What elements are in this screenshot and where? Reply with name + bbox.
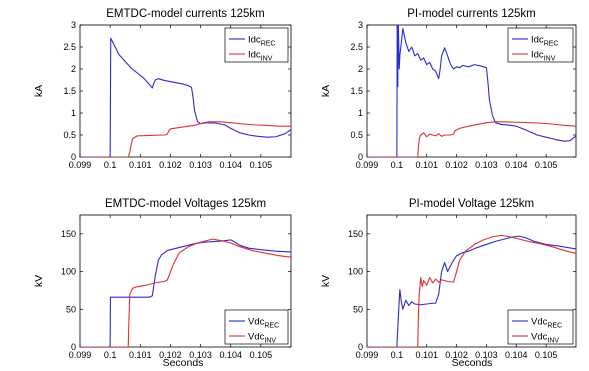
y-tick-label: 2: [71, 64, 76, 74]
series-line-vdc-inv: [367, 234, 576, 347]
legend-entry-subscript: INV: [261, 56, 273, 63]
y-tick-label: 0: [71, 152, 76, 162]
x-tick-label: 0.104: [505, 160, 528, 170]
y-tick-label: 2.5: [350, 42, 363, 52]
x-tick-label: 0.102: [159, 350, 182, 360]
series-line-idc-rec: [80, 37, 291, 157]
x-tick-label: 0.103: [189, 160, 212, 170]
y-tick-label: 3: [71, 20, 76, 30]
x-tick-label: 0.104: [505, 350, 528, 360]
x-tick-label: 0.105: [250, 350, 273, 360]
y-tick-label: 0: [358, 152, 363, 162]
x-tick-label: 0.099: [356, 160, 379, 170]
legend-entry-subscript: REC: [264, 323, 279, 330]
y-axis-label: kA: [320, 85, 332, 97]
y-axis-label: kV: [320, 275, 332, 287]
series-line-vdc-rec: [80, 239, 291, 347]
x-tick-label: 0.101: [129, 160, 152, 170]
legend-entry-subscript: REC: [261, 41, 276, 48]
y-tick-label: 150: [61, 229, 76, 239]
legend-box: [507, 27, 574, 63]
series-line-idc-inv: [80, 121, 291, 157]
legend-entry-subscript: INV: [544, 56, 556, 63]
y-tick-label: 3: [358, 20, 363, 30]
x-tick-label: 0.105: [535, 160, 558, 170]
legend-box: [224, 309, 289, 345]
shared-xlabel-left: Seconds: [163, 357, 204, 369]
chart-title: PI-model Voltage 125km: [409, 198, 534, 210]
x-tick-label: 0.102: [159, 160, 182, 170]
x-tick-label: 0.105: [535, 350, 558, 360]
x-tick-label: 0.104: [219, 160, 242, 170]
x-tick-label: 0.104: [219, 350, 242, 360]
x-tick-label: 0.103: [475, 350, 498, 360]
y-tick-label: 0.5: [350, 130, 363, 140]
legend-entry-subscript: REC: [547, 323, 562, 330]
chart-panel-1: 0.099 0.1 0.101 0.102 0.103 0.104 0.105 0 0.5 1 1.…: [33, 8, 292, 170]
y-tick-label: 150: [348, 229, 363, 239]
y-tick-label: 1.5: [350, 86, 363, 96]
x-tick-label: 0.103: [189, 350, 212, 360]
y-tick-label: 100: [348, 267, 363, 277]
y-tick-label: 100: [61, 267, 76, 277]
series-line-vdc-inv: [80, 238, 291, 347]
y-tick-label: 1: [358, 108, 363, 118]
x-tick-label: 0.099: [69, 160, 92, 170]
y-axis-label: kA: [33, 85, 45, 97]
x-tick-label: 0.105: [250, 160, 273, 170]
chart-title: PI-model currents 125km: [407, 8, 535, 20]
y-axis-label: kV: [33, 275, 45, 287]
y-tick-label: 0.5: [63, 130, 76, 140]
legend-entry-subscript: REC: [544, 41, 559, 48]
y-tick-label: 0: [358, 342, 363, 352]
legend-entry-subscript: INV: [264, 338, 276, 345]
series-line-vdc-rec: [367, 235, 576, 347]
y-tick-label: 50: [353, 304, 363, 314]
legend-entry-subscript: INV: [547, 338, 559, 345]
x-tick-label: 0.099: [356, 350, 379, 360]
y-tick-label: 0: [71, 342, 76, 352]
chart-panel-2: 0.099 0.1 0.101 0.102 0.103 0.104 0.105 0 0.5 1 1.…: [320, 8, 577, 170]
x-tick-label: 0.101: [415, 160, 438, 170]
x-tick-label: 0.102: [445, 160, 468, 170]
x-tick-label: 0.101: [415, 350, 438, 360]
series-line-idc-rec: [367, 25, 576, 157]
y-tick-label: 2: [358, 64, 363, 74]
x-tick-label: 0.1: [104, 350, 117, 360]
legend-box: [224, 27, 289, 63]
chart-panel-4: 0.099 0.1 0.101 0.102 0.103 0.104 0.105 0 50 100 1…: [320, 198, 577, 360]
y-tick-label: 2.5: [63, 42, 76, 52]
x-tick-label: 0.1: [104, 160, 117, 170]
x-tick-label: 0.101: [129, 350, 152, 360]
y-tick-label: 50: [66, 304, 76, 314]
legend-box: [507, 309, 574, 345]
x-tick-label: 0.099: [69, 350, 92, 360]
chart-title: EMTDC-model currents 125km: [106, 8, 264, 20]
y-tick-label: 1: [71, 108, 76, 118]
series-line-idc-inv: [367, 121, 576, 157]
shared-xlabel-right: Seconds: [452, 357, 493, 369]
x-tick-label: 0.102: [445, 350, 468, 360]
x-tick-label: 0.1: [391, 160, 404, 170]
x-tick-label: 0.1: [391, 350, 404, 360]
chart-title: EMTDC-model Voltages 125km: [105, 198, 266, 210]
x-tick-label: 0.103: [475, 160, 498, 170]
chart-panel-3: 0.099 0.1 0.101 0.102 0.103 0.104 0.105 0 50 100 1…: [33, 198, 292, 360]
y-tick-label: 1.5: [63, 86, 76, 96]
